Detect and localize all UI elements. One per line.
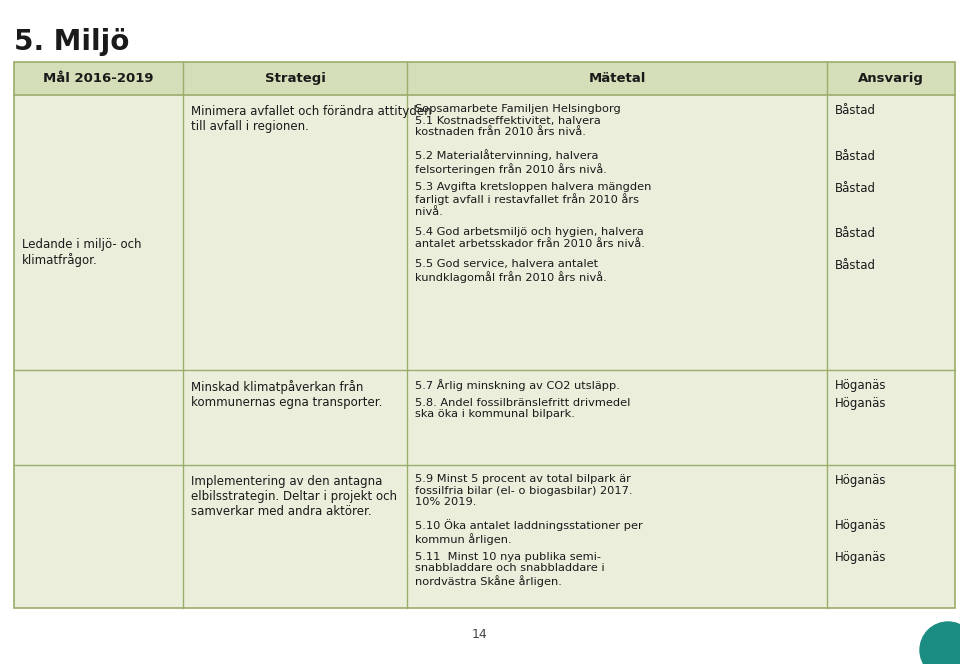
Text: 5.9 Minst 5 procent av total bilpark är
fossilfria bilar (el- o biogasbilar) 201: 5.9 Minst 5 procent av total bilpark är … [415,474,633,507]
Bar [14,62,955,608]
Text: 5.5 God service, halvera antalet
kundklagomål från 2010 års nivå.: 5.5 God service, halvera antalet kundkla… [415,259,607,283]
Text: Höganäs: Höganäs [835,519,886,533]
Text: Båstad: Båstad [835,259,876,272]
Text: 5.10 Öka antalet laddningsstationer per
kommun årligen.: 5.10 Öka antalet laddningsstationer per … [415,519,643,545]
Text: 5.7 Årlig minskning av CO2 utsläpp.: 5.7 Årlig minskning av CO2 utsläpp. [415,379,620,391]
Text: 5.8. Andel fossilbränslefritt drivmedel
ska öka i kommunal bilpark.: 5.8. Andel fossilbränslefritt drivmedel … [415,398,631,419]
Text: Höganäs: Höganäs [835,552,886,564]
Text: 5.11  Minst 10 nya publika semi-
snabbladdare och snabbladdare i
nordvästra Skån: 5.11 Minst 10 nya publika semi- snabblad… [415,552,605,587]
Text: Höganäs: Höganäs [835,379,886,392]
Text: Minskad klimatpåverkan från
kommunernas egna transporter.: Minskad klimatpåverkan från kommunernas … [191,380,382,409]
Text: Mål 2016-2019: Mål 2016-2019 [43,72,154,85]
Text: Båstad: Båstad [835,149,876,163]
Text: Sopsamarbete Familjen Helsingborg
5.1 Kostnadseffektivitet, halvera
kostnaden fr: Sopsamarbete Familjen Helsingborg 5.1 Ko… [415,104,621,137]
Text: Mätetal: Mätetal [588,72,646,85]
Text: 14: 14 [472,629,488,641]
Text: 5.4 God arbetsmiljö och hygien, halvera
antalet arbetsskador från 2010 års nivå.: 5.4 God arbetsmiljö och hygien, halvera … [415,227,645,248]
Text: Strategi: Strategi [265,72,325,85]
Text: Ledande i miljö- och
klimatfrågor.: Ledande i miljö- och klimatfrågor. [22,238,141,267]
Bar [14,62,955,95]
Text: 5.2 Materialåtervinning, halvera
felsorteringen från 2010 års nivå.: 5.2 Materialåtervinning, halvera felsort… [415,149,607,175]
Text: 5. Miljö: 5. Miljö [14,28,130,56]
Circle shape [920,622,960,664]
Bar [14,95,955,608]
Text: Höganäs: Höganäs [835,398,886,410]
Text: 5.3 Avgifta kretsloppen halvera mängden
farligt avfall i restavfallet från 2010 : 5.3 Avgifta kretsloppen halvera mängden … [415,181,652,217]
Text: Implementering av den antagna
elbilsstrategin. Deltar i projekt och
samverkar me: Implementering av den antagna elbilsstra… [191,475,397,518]
Text: Minimera avfallet och förändra attityden
till avfall i regionen.: Minimera avfallet och förändra attityden… [191,105,432,133]
Text: Båstad: Båstad [835,181,876,195]
Text: Båstad: Båstad [835,227,876,240]
Text: Höganäs: Höganäs [835,474,886,487]
Text: Båstad: Båstad [835,104,876,117]
Text: Ansvarig: Ansvarig [858,72,924,85]
